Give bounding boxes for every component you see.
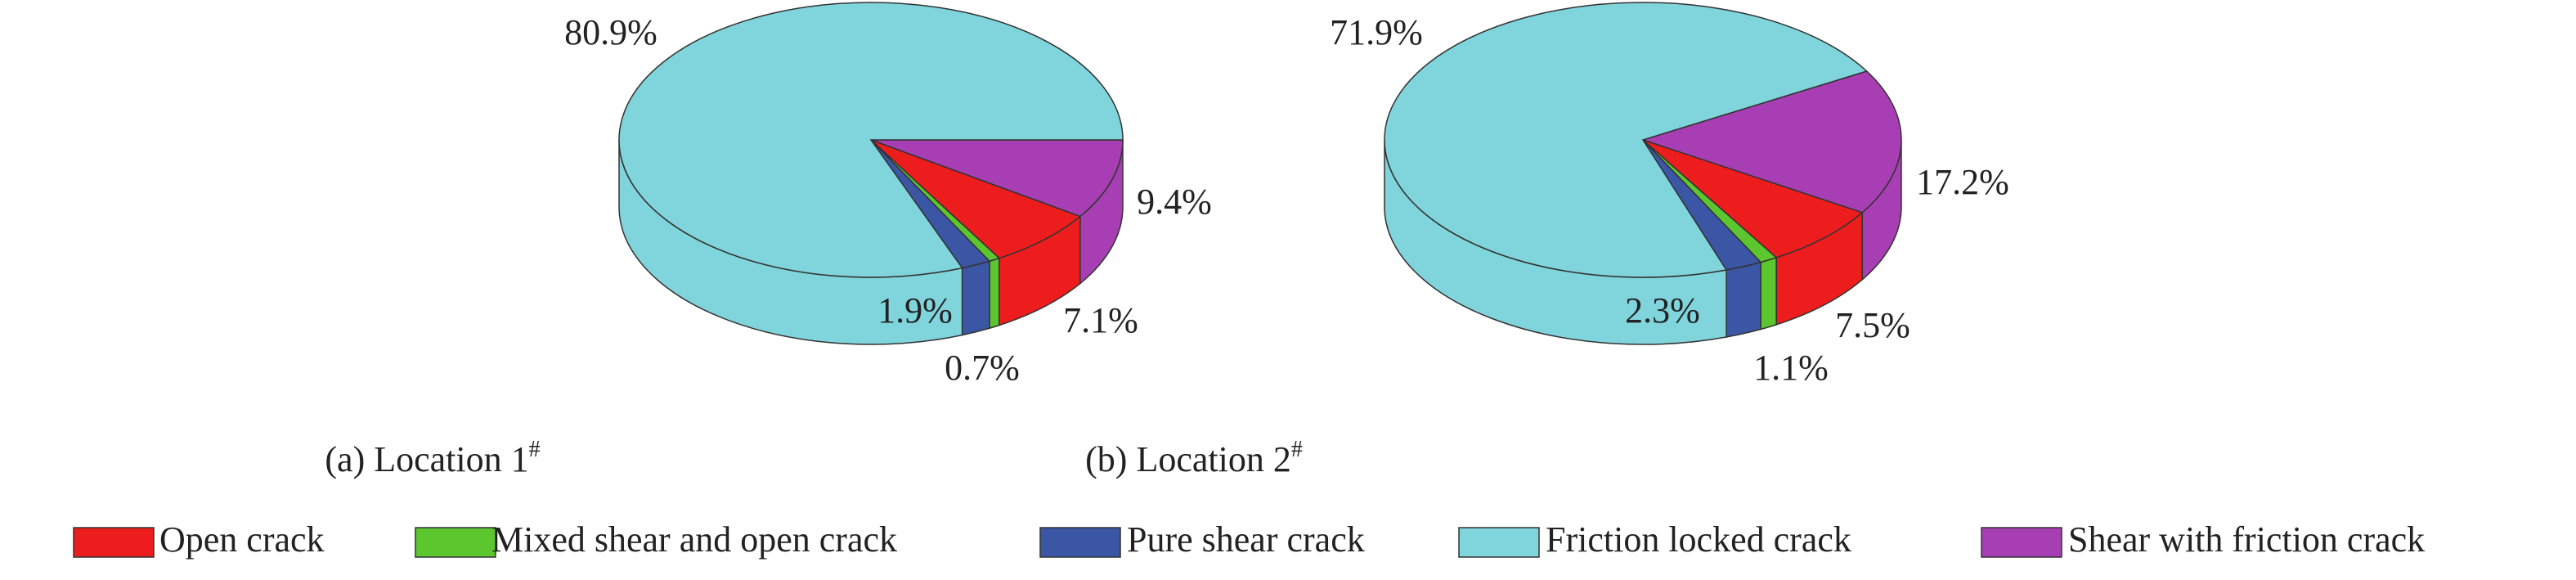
value-label: 0.7% [945, 348, 1020, 388]
caption: (b) Location 2# [1085, 437, 1303, 479]
slice-side [1726, 261, 1761, 338]
legend-label: Shear with friction crack [2068, 519, 2425, 560]
legend-label: Friction locked crack [1546, 519, 1851, 560]
caption-text: (b) Location 2 [1085, 439, 1291, 479]
value-label: 7.1% [1063, 300, 1138, 340]
value-label: 1.9% [877, 290, 953, 330]
caption-superscript: # [529, 437, 541, 462]
value-label: 1.1% [1753, 348, 1829, 388]
legend-swatch [1981, 527, 2062, 558]
slice [1640, 70, 1902, 214]
slice-side [1760, 256, 1777, 330]
value-label: 17.2% [1916, 162, 2009, 202]
legend-label: Pure shear crack [1127, 519, 1365, 560]
slice [1384, 2, 1869, 278]
value-label: 80.9% [564, 12, 657, 52]
legend-label: Open crack [159, 519, 325, 560]
caption: (a) Location 1# [325, 437, 540, 479]
legend-swatch [73, 527, 155, 558]
slice-side [961, 260, 990, 336]
legend-swatch [415, 527, 496, 558]
legend-swatch [1458, 527, 1540, 558]
value-label: 2.3% [1625, 290, 1700, 330]
slice [618, 2, 1124, 278]
legend-label: Mixed shear and open crack [491, 519, 897, 560]
slice [870, 139, 1124, 218]
value-label: 7.5% [1835, 305, 1910, 345]
pie-chart: 9.4% 7.1% 0.7% 1.9% 80.9% (a) Location 1# [325, 2, 1212, 479]
legend: Open crack Mixed shear and open crack Pure… [73, 519, 2425, 560]
value-label: 71.9% [1330, 12, 1423, 52]
pie-chart: 17.2% 7.5%1.1% 2.3% 71.9% (b) Location 2# [1085, 2, 2009, 479]
caption-text: (a) Location 1 [325, 439, 528, 479]
legend-swatch [1039, 527, 1121, 558]
slice [870, 139, 1082, 259]
caption-superscript: # [1291, 437, 1303, 462]
slice [1642, 139, 1864, 259]
value-label: 9.4% [1137, 182, 1212, 222]
slice-side [989, 257, 1000, 330]
